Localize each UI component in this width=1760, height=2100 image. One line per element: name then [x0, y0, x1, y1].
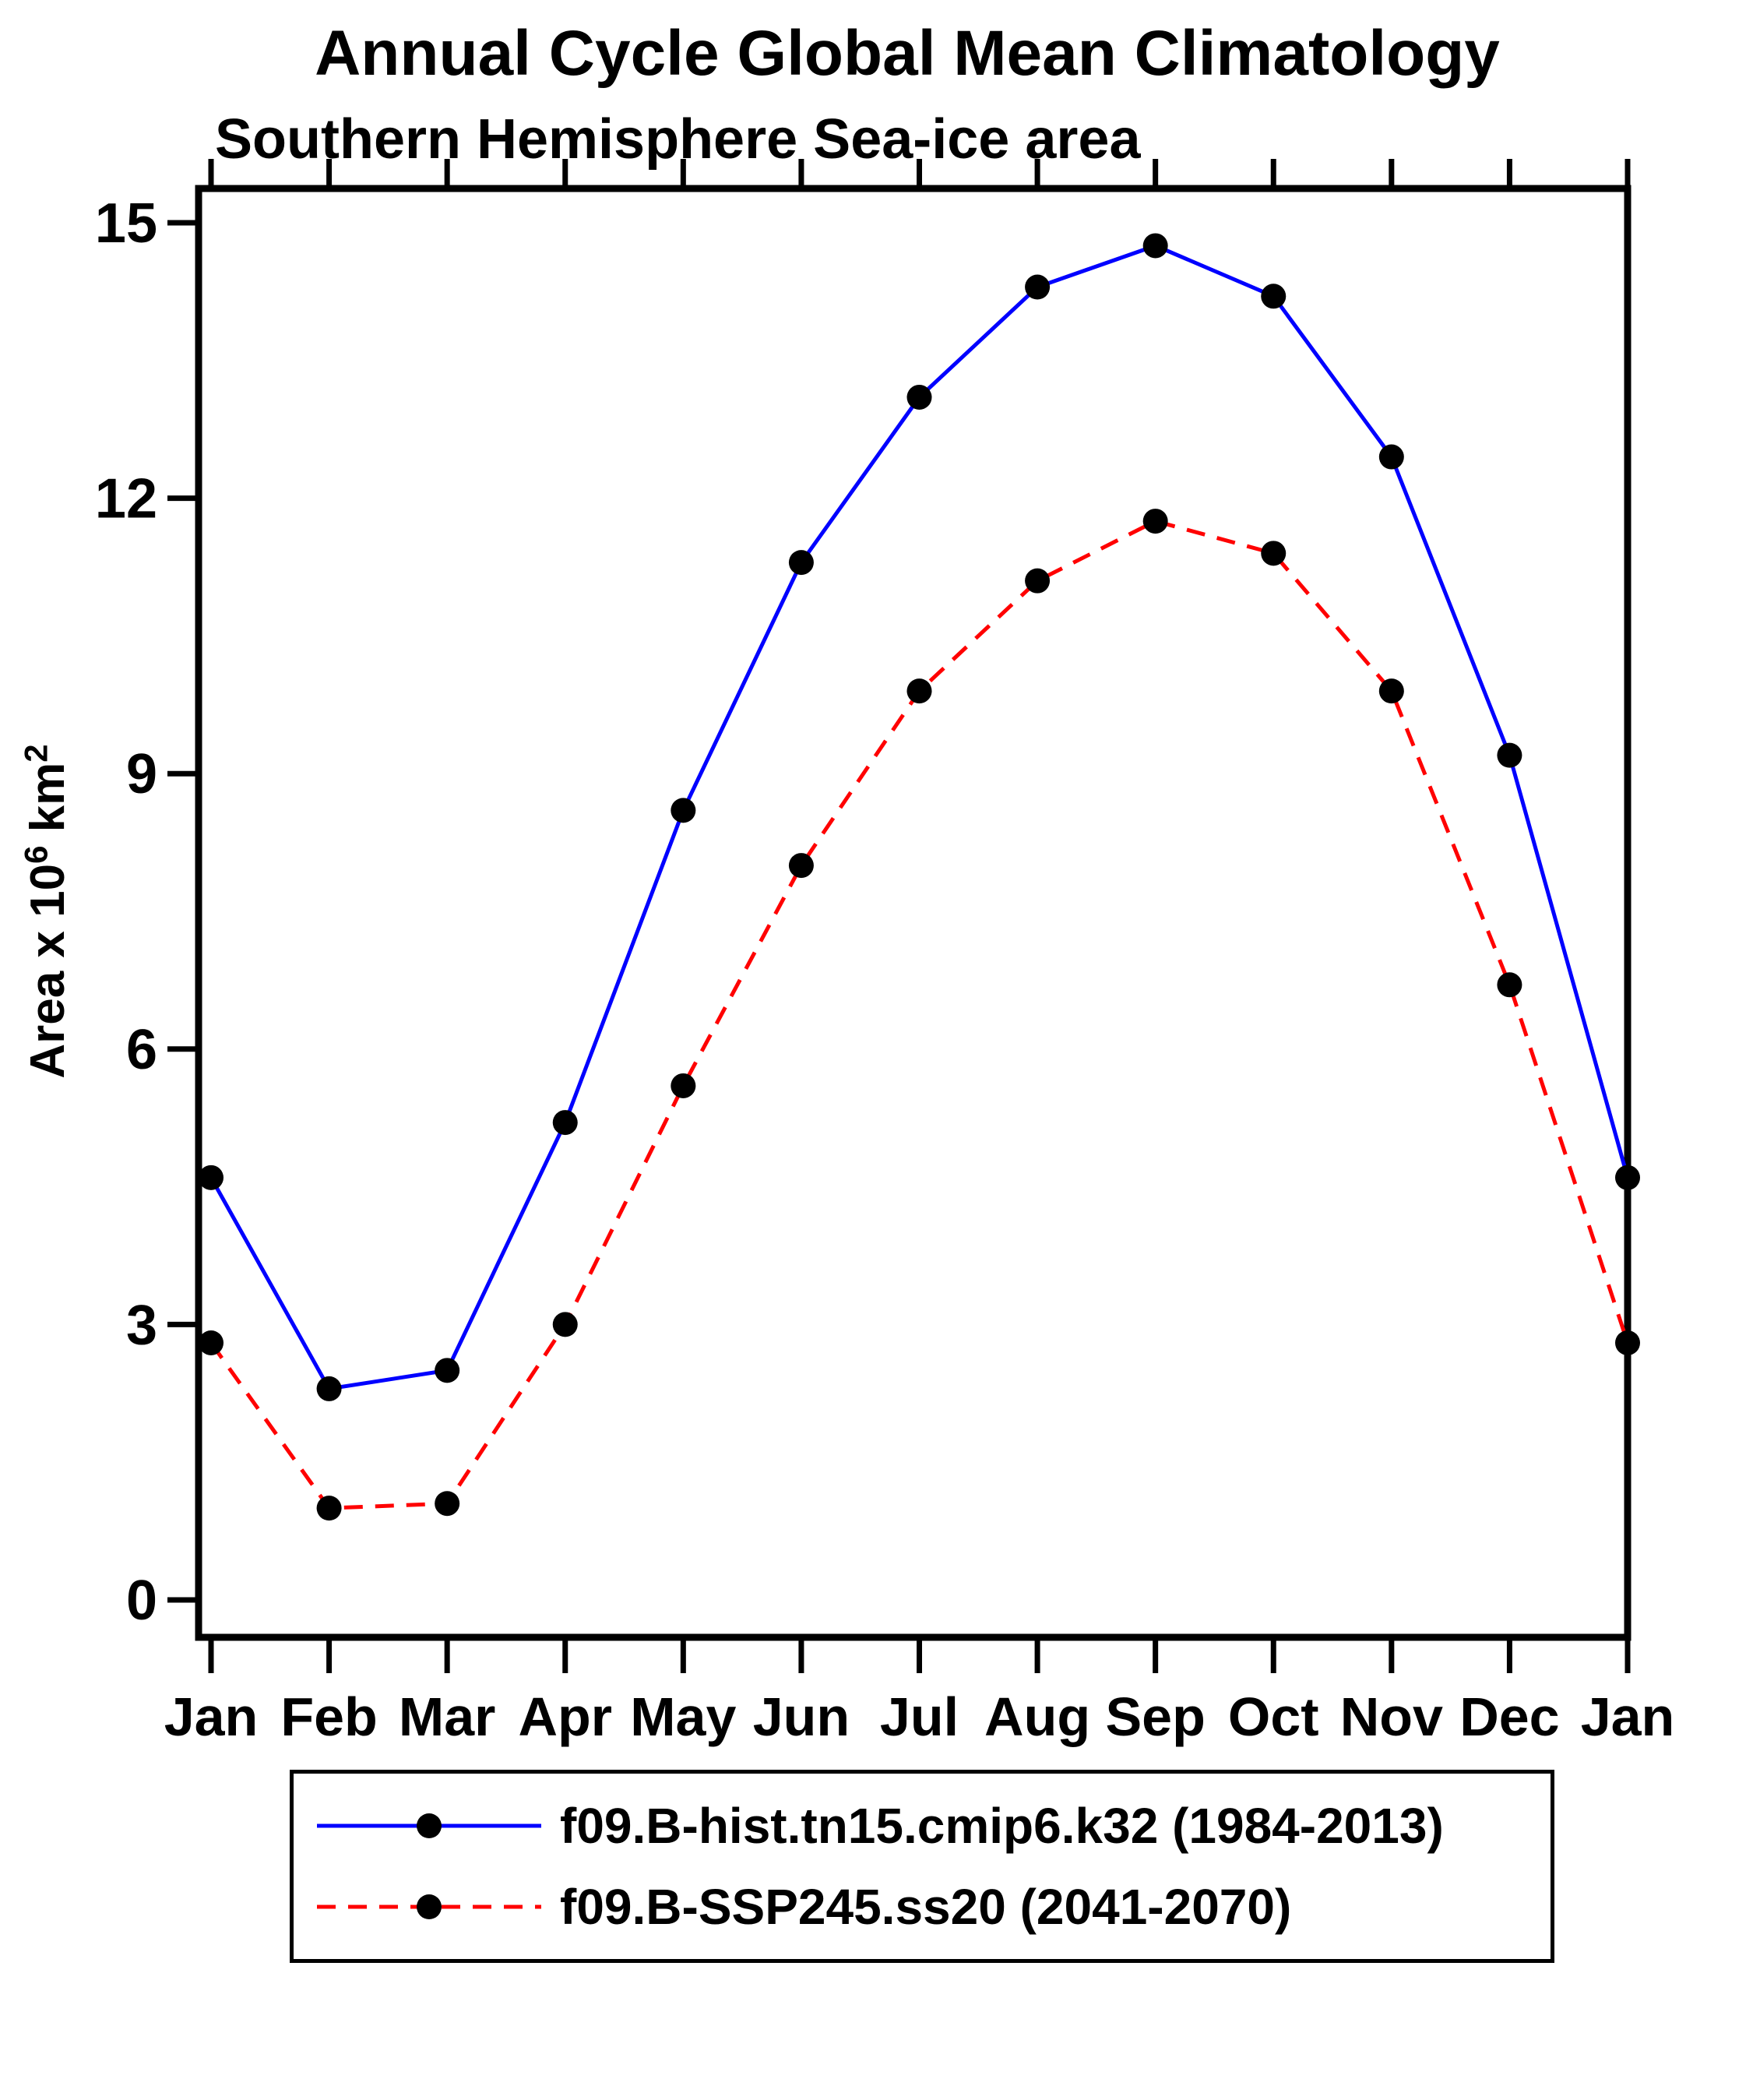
y-tick-label: 3 [126, 1294, 157, 1356]
series-1-marker [435, 1491, 460, 1517]
x-tick-label: Jan [164, 1686, 259, 1747]
chart-subtitle: Southern Hemisphere Sea-ice area [215, 108, 1141, 171]
legend-line-sample-hist [317, 1813, 541, 1838]
series-0-marker [1378, 444, 1404, 470]
x-tick-label: Mar [399, 1686, 495, 1747]
series-0-marker [199, 1165, 224, 1190]
chart-title: Annual Cycle Global Mean Climatology [315, 18, 1500, 89]
series-0-marker [435, 1358, 460, 1383]
series-0-marker [906, 384, 932, 410]
legend-line-sample-ssp245 [317, 1894, 541, 1919]
series-line-1 [209, 519, 1630, 1510]
x-tick-label: May [630, 1686, 736, 1747]
x-tick-label: Jan [1581, 1686, 1675, 1747]
series-1-marker [199, 1330, 224, 1355]
legend-marker-ssp245 [417, 1894, 442, 1919]
legend-entry-ssp245: f09.B-SSP245.ss20 (2041-2070) [312, 1878, 1551, 1936]
x-tick-label: Apr [518, 1686, 612, 1747]
legend-marker-hist [417, 1813, 442, 1838]
series-1-marker [1497, 972, 1522, 998]
y-axis-label-unit: km [21, 762, 75, 846]
series-0-marker [552, 1110, 578, 1136]
series-1-marker [1261, 541, 1287, 566]
series-1-marker [1142, 509, 1168, 534]
series-1-marker [1025, 568, 1051, 594]
legend: f09.B-hist.tn15.cmip6.k32 (1984-2013) f0… [290, 1770, 1554, 1963]
y-tick-label: 15 [95, 192, 157, 255]
legend-label-hist: f09.B-hist.tn15.cmip6.k32 (1984-2013) [560, 1798, 1444, 1854]
series-0-marker [788, 550, 814, 576]
y-tick-label: 0 [126, 1570, 157, 1632]
series-0-marker [1497, 742, 1522, 768]
y-axis-label: Area x 106 km2 [12, 561, 84, 1262]
series-0-marker [671, 798, 696, 823]
series-1-marker [1615, 1330, 1640, 1355]
series-1-marker [316, 1496, 342, 1521]
x-tick-label: Jun [753, 1686, 850, 1747]
y-axis-label-unit-exponent: 2 [17, 744, 55, 763]
x-tick-label: Nov [1340, 1686, 1443, 1747]
series-line-0 [209, 243, 1630, 1391]
series-0-marker [1142, 233, 1168, 259]
y-axis-label-prefix: Area x 10 [21, 863, 75, 1079]
x-tick-label: Jul [880, 1686, 959, 1747]
x-tick-label: Oct [1228, 1686, 1319, 1747]
y-tick-label: 12 [95, 468, 157, 530]
x-tick-label: Dec [1459, 1686, 1559, 1747]
y-tick-label: 9 [126, 743, 157, 805]
series-0-marker [1261, 284, 1287, 309]
y-axis-label-exponent: 6 [17, 845, 55, 864]
x-tick-label: Feb [280, 1686, 377, 1747]
series-1-marker [906, 678, 932, 704]
series-1-marker [1378, 678, 1404, 704]
legend-entry-hist: f09.B-hist.tn15.cmip6.k32 (1984-2013) [312, 1797, 1551, 1855]
series-1-marker [552, 1312, 578, 1337]
series-0-marker [1025, 274, 1051, 300]
series-0-marker [1615, 1165, 1640, 1190]
y-tick-label: 6 [126, 1019, 157, 1081]
x-tick-label: Aug [984, 1686, 1090, 1747]
plot-border [195, 185, 1632, 1641]
series-0-marker [316, 1376, 342, 1401]
x-tick-label: Sep [1105, 1686, 1205, 1747]
series-1-marker [788, 853, 814, 879]
series-1-marker [671, 1073, 696, 1098]
legend-label-ssp245: f09.B-SSP245.ss20 (2041-2070) [560, 1879, 1292, 1935]
